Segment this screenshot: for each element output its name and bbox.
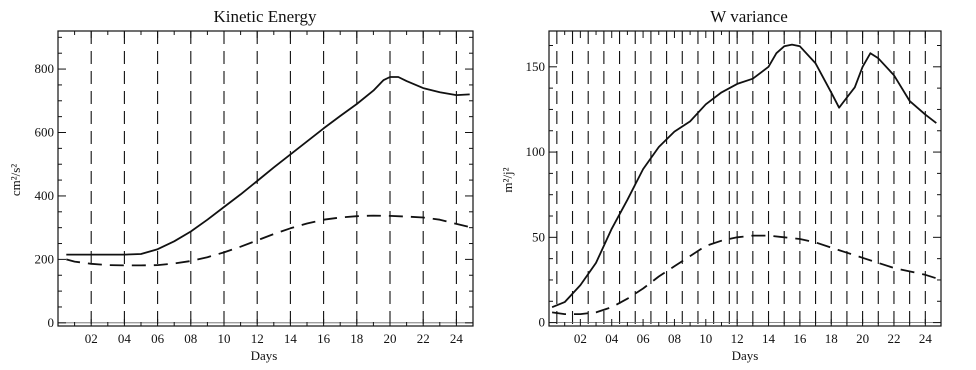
- w-variance-plot-frame: [548, 30, 942, 327]
- w-variance-x-tick-label: 08: [668, 331, 681, 346]
- w-variance-y-axis-label: m²/j²: [500, 167, 515, 192]
- kinetic-energy-x-tick-label: 04: [118, 331, 132, 346]
- kinetic-energy-x-axis-label: Days: [251, 348, 278, 363]
- w-variance-x-tick-label: 14: [762, 331, 776, 346]
- w-variance-x-tick-label: 12: [731, 331, 744, 346]
- w-variance-series-solid-line: [551, 43, 937, 309]
- kinetic-energy-x-tick-label: 14: [284, 331, 298, 346]
- w-variance-y-tick-label: 50: [532, 229, 545, 244]
- w-variance-x-tick-label: 02: [574, 331, 587, 346]
- kinetic-energy-x-tick-label: 10: [218, 331, 231, 346]
- kinetic-energy-y-tick-label: 0: [48, 315, 55, 330]
- w-variance-x-tick-label: 04: [605, 331, 619, 346]
- kinetic-energy-series-solid-line: [66, 76, 470, 256]
- kinetic-energy-y-tick-label: 800: [35, 61, 55, 76]
- kinetic-energy-x-tick-label: 12: [251, 331, 264, 346]
- kinetic-energy-x-tick-label: 02: [85, 331, 98, 346]
- kinetic-energy-x-tick-label: 18: [350, 331, 363, 346]
- w-variance-x-tick-label: 16: [793, 331, 807, 346]
- w-variance-x-tick-label: 22: [887, 331, 900, 346]
- w-variance-y-tick-label: 0: [539, 315, 546, 330]
- kinetic-energy-x-tick-label: 22: [417, 331, 430, 346]
- kinetic-energy-x-tick-label: 16: [317, 331, 331, 346]
- kinetic-energy-x-tick-label: 08: [184, 331, 197, 346]
- kinetic-energy-x-tick-label: 24: [450, 331, 464, 346]
- kinetic-energy-y-axis-label: cm²/s²: [8, 164, 23, 196]
- kinetic-energy-y-tick-label: 400: [35, 188, 55, 203]
- kinetic-energy-y-tick-label: 600: [35, 125, 55, 140]
- kinetic-energy-title: Kinetic Energy: [213, 7, 317, 26]
- w-variance-x-tick-label: 20: [856, 331, 869, 346]
- kinetic-energy-x-tick-label: 20: [384, 331, 397, 346]
- kinetic-energy-series-dashed-line: [66, 214, 470, 267]
- kinetic-energy-y-tick-label: 200: [35, 251, 55, 266]
- w-variance-title: W variance: [710, 7, 788, 26]
- w-variance-panel: W variance Days m²/j² 02 04 06 08 10 12 14 16 18…: [500, 7, 942, 363]
- kinetic-energy-panel: Kinetic Energy Days cm²/s² 02 04 06 08 10 12 1…: [8, 7, 474, 363]
- w-variance-y-tick-label: 150: [526, 59, 546, 74]
- w-variance-x-tick-label: 24: [919, 331, 933, 346]
- w-variance-x-axis-label: Days: [732, 348, 759, 363]
- w-variance-y-tick-label: 100: [526, 144, 546, 159]
- w-variance-x-tick-label: 18: [825, 331, 838, 346]
- kinetic-energy-plot-frame: [57, 30, 474, 327]
- kinetic-energy-x-tick-label: 06: [151, 331, 165, 346]
- w-variance-x-tick-label: 10: [699, 331, 712, 346]
- w-variance-x-tick-label: 06: [637, 331, 651, 346]
